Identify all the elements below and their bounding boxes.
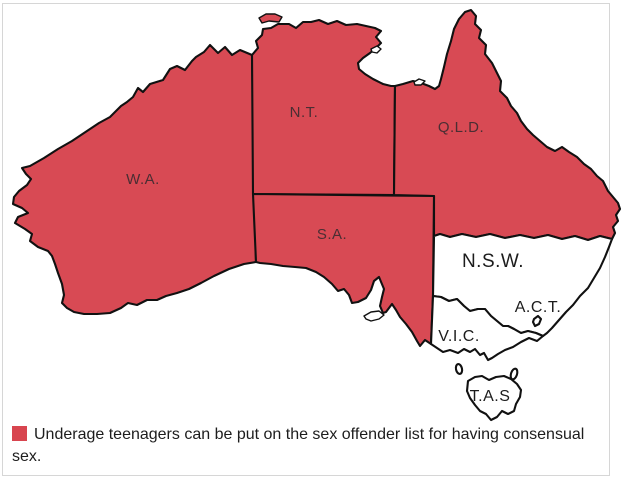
flinders-island-shape bbox=[509, 367, 519, 381]
mornington-island-shape bbox=[413, 78, 426, 86]
label-sa: S.A. bbox=[317, 226, 347, 243]
label-vic: V.I.C. bbox=[438, 328, 480, 345]
label-qld: Q.L.D. bbox=[438, 119, 484, 136]
region-sa-shape bbox=[251, 192, 436, 348]
label-wa: W.A. bbox=[126, 171, 160, 188]
region-wa-shape bbox=[11, 43, 258, 316]
label-nsw: N.S.W. bbox=[462, 251, 524, 272]
label-tas: T.A.S bbox=[470, 388, 511, 405]
label-nt: N.T. bbox=[290, 104, 319, 121]
region-vic-shape bbox=[429, 294, 545, 362]
legend-text: Underage teenagers can be put on the sex… bbox=[12, 426, 585, 465]
label-act: A.C.T. bbox=[515, 299, 562, 316]
legend: Underage teenagers can be put on the sex… bbox=[12, 424, 596, 468]
legend-red-swatch-icon bbox=[12, 426, 27, 441]
region-tas-shape bbox=[465, 374, 523, 422]
melville-island-shape bbox=[258, 13, 283, 24]
kangaroo-island-shape bbox=[363, 310, 385, 322]
region-nt-shape bbox=[250, 18, 397, 197]
gove-islet-shape bbox=[370, 45, 382, 54]
region-act-shape bbox=[531, 314, 543, 328]
king-island-shape bbox=[454, 363, 464, 375]
